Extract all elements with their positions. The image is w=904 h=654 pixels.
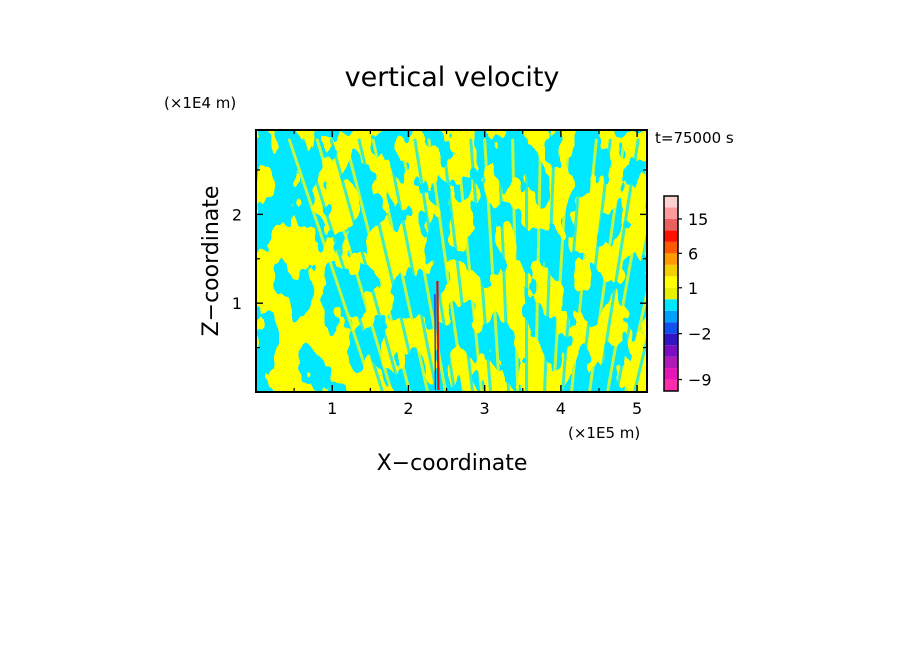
colorbar-segment	[664, 322, 678, 334]
colorbar-segment	[664, 241, 678, 254]
positive-velocity-region	[256, 130, 647, 392]
y-axis-title: Z−coordinate	[199, 186, 224, 337]
strong-downdraft	[434, 294, 436, 391]
wave-streak	[543, 138, 556, 392]
wave-streak	[385, 138, 439, 392]
colorbar-segment	[664, 264, 678, 277]
colorbar-tick-label: 1	[688, 279, 698, 298]
wave-streak	[579, 138, 612, 392]
velocity-field	[256, 130, 750, 392]
wave-streak	[552, 138, 570, 392]
colorbar-segment	[664, 207, 678, 219]
colorbar-segment	[664, 368, 678, 380]
colorbar-segment	[664, 196, 678, 208]
wave-streak	[301, 138, 385, 392]
colorbar: 15 6 1 −2 −9	[663, 195, 712, 392]
plot-frame	[255, 129, 648, 393]
colorbar-segment	[664, 379, 678, 391]
wave-streak	[469, 138, 493, 392]
wave-streak	[561, 138, 584, 392]
wave-streak	[427, 138, 466, 392]
colorbar-segment	[664, 310, 678, 323]
colorbar-segment	[664, 333, 678, 346]
colorbar-tick-label: 15	[688, 210, 708, 229]
colorbar-tick-label: −2	[688, 325, 712, 344]
wave-streaks	[287, 138, 750, 392]
wave-streak	[357, 138, 421, 392]
colorbar-segment	[664, 345, 678, 357]
wave-streak	[570, 138, 598, 392]
colorbar-tick-label: −9	[688, 371, 712, 390]
wave-streak	[483, 138, 502, 392]
wave-streak	[329, 138, 403, 392]
colorbar-segment	[664, 287, 678, 300]
wave-streak	[343, 138, 412, 392]
colorbar-segment	[664, 230, 678, 242]
y-tick-label: 2	[232, 205, 242, 224]
wave-streak	[413, 138, 457, 392]
wave-streak	[606, 160, 647, 392]
x-axis: 1 2 3 4 5	[293, 130, 642, 418]
colorbar-segment	[664, 276, 678, 288]
colorbar-frame	[663, 195, 679, 392]
time-label: t=75000 s	[655, 129, 734, 147]
colorbar-segment	[664, 356, 678, 369]
x-axis-title: X−coordinate	[377, 451, 528, 476]
wave-streak	[597, 138, 640, 392]
wave-streak	[653, 140, 722, 392]
colorbar-segment	[664, 299, 678, 311]
colorbar-segment	[664, 218, 678, 231]
x-tick-label: 4	[556, 399, 566, 418]
colorbar-segment	[664, 253, 678, 265]
chart-title: vertical velocity	[345, 62, 560, 93]
wave-streak	[511, 138, 520, 392]
wave-streak	[287, 138, 376, 392]
x-tick-label: 1	[327, 399, 337, 418]
wave-streak	[615, 229, 647, 392]
wave-streak	[534, 138, 543, 392]
x-axis-unit-label: (×1E5 m)	[568, 424, 640, 442]
wave-streak	[441, 138, 475, 392]
wave-streak	[633, 332, 647, 392]
colorbar-tick-label: 6	[688, 244, 698, 263]
wave-streak	[671, 140, 750, 392]
wave-streak	[371, 138, 430, 392]
wave-streak	[588, 138, 626, 392]
wave-streak	[455, 138, 484, 392]
x-tick-label: 5	[632, 399, 642, 418]
wave-streak	[624, 285, 647, 392]
wave-streak	[315, 138, 394, 392]
wave-streak	[497, 138, 511, 392]
x-tick-label: 3	[480, 399, 490, 418]
y-axis: 12	[232, 169, 647, 349]
y-axis-unit-label: (×1E4 m)	[164, 94, 236, 112]
x-tick-label: 2	[403, 399, 413, 418]
strong-updraft	[436, 280, 440, 391]
y-tick-label: 1	[232, 294, 242, 313]
